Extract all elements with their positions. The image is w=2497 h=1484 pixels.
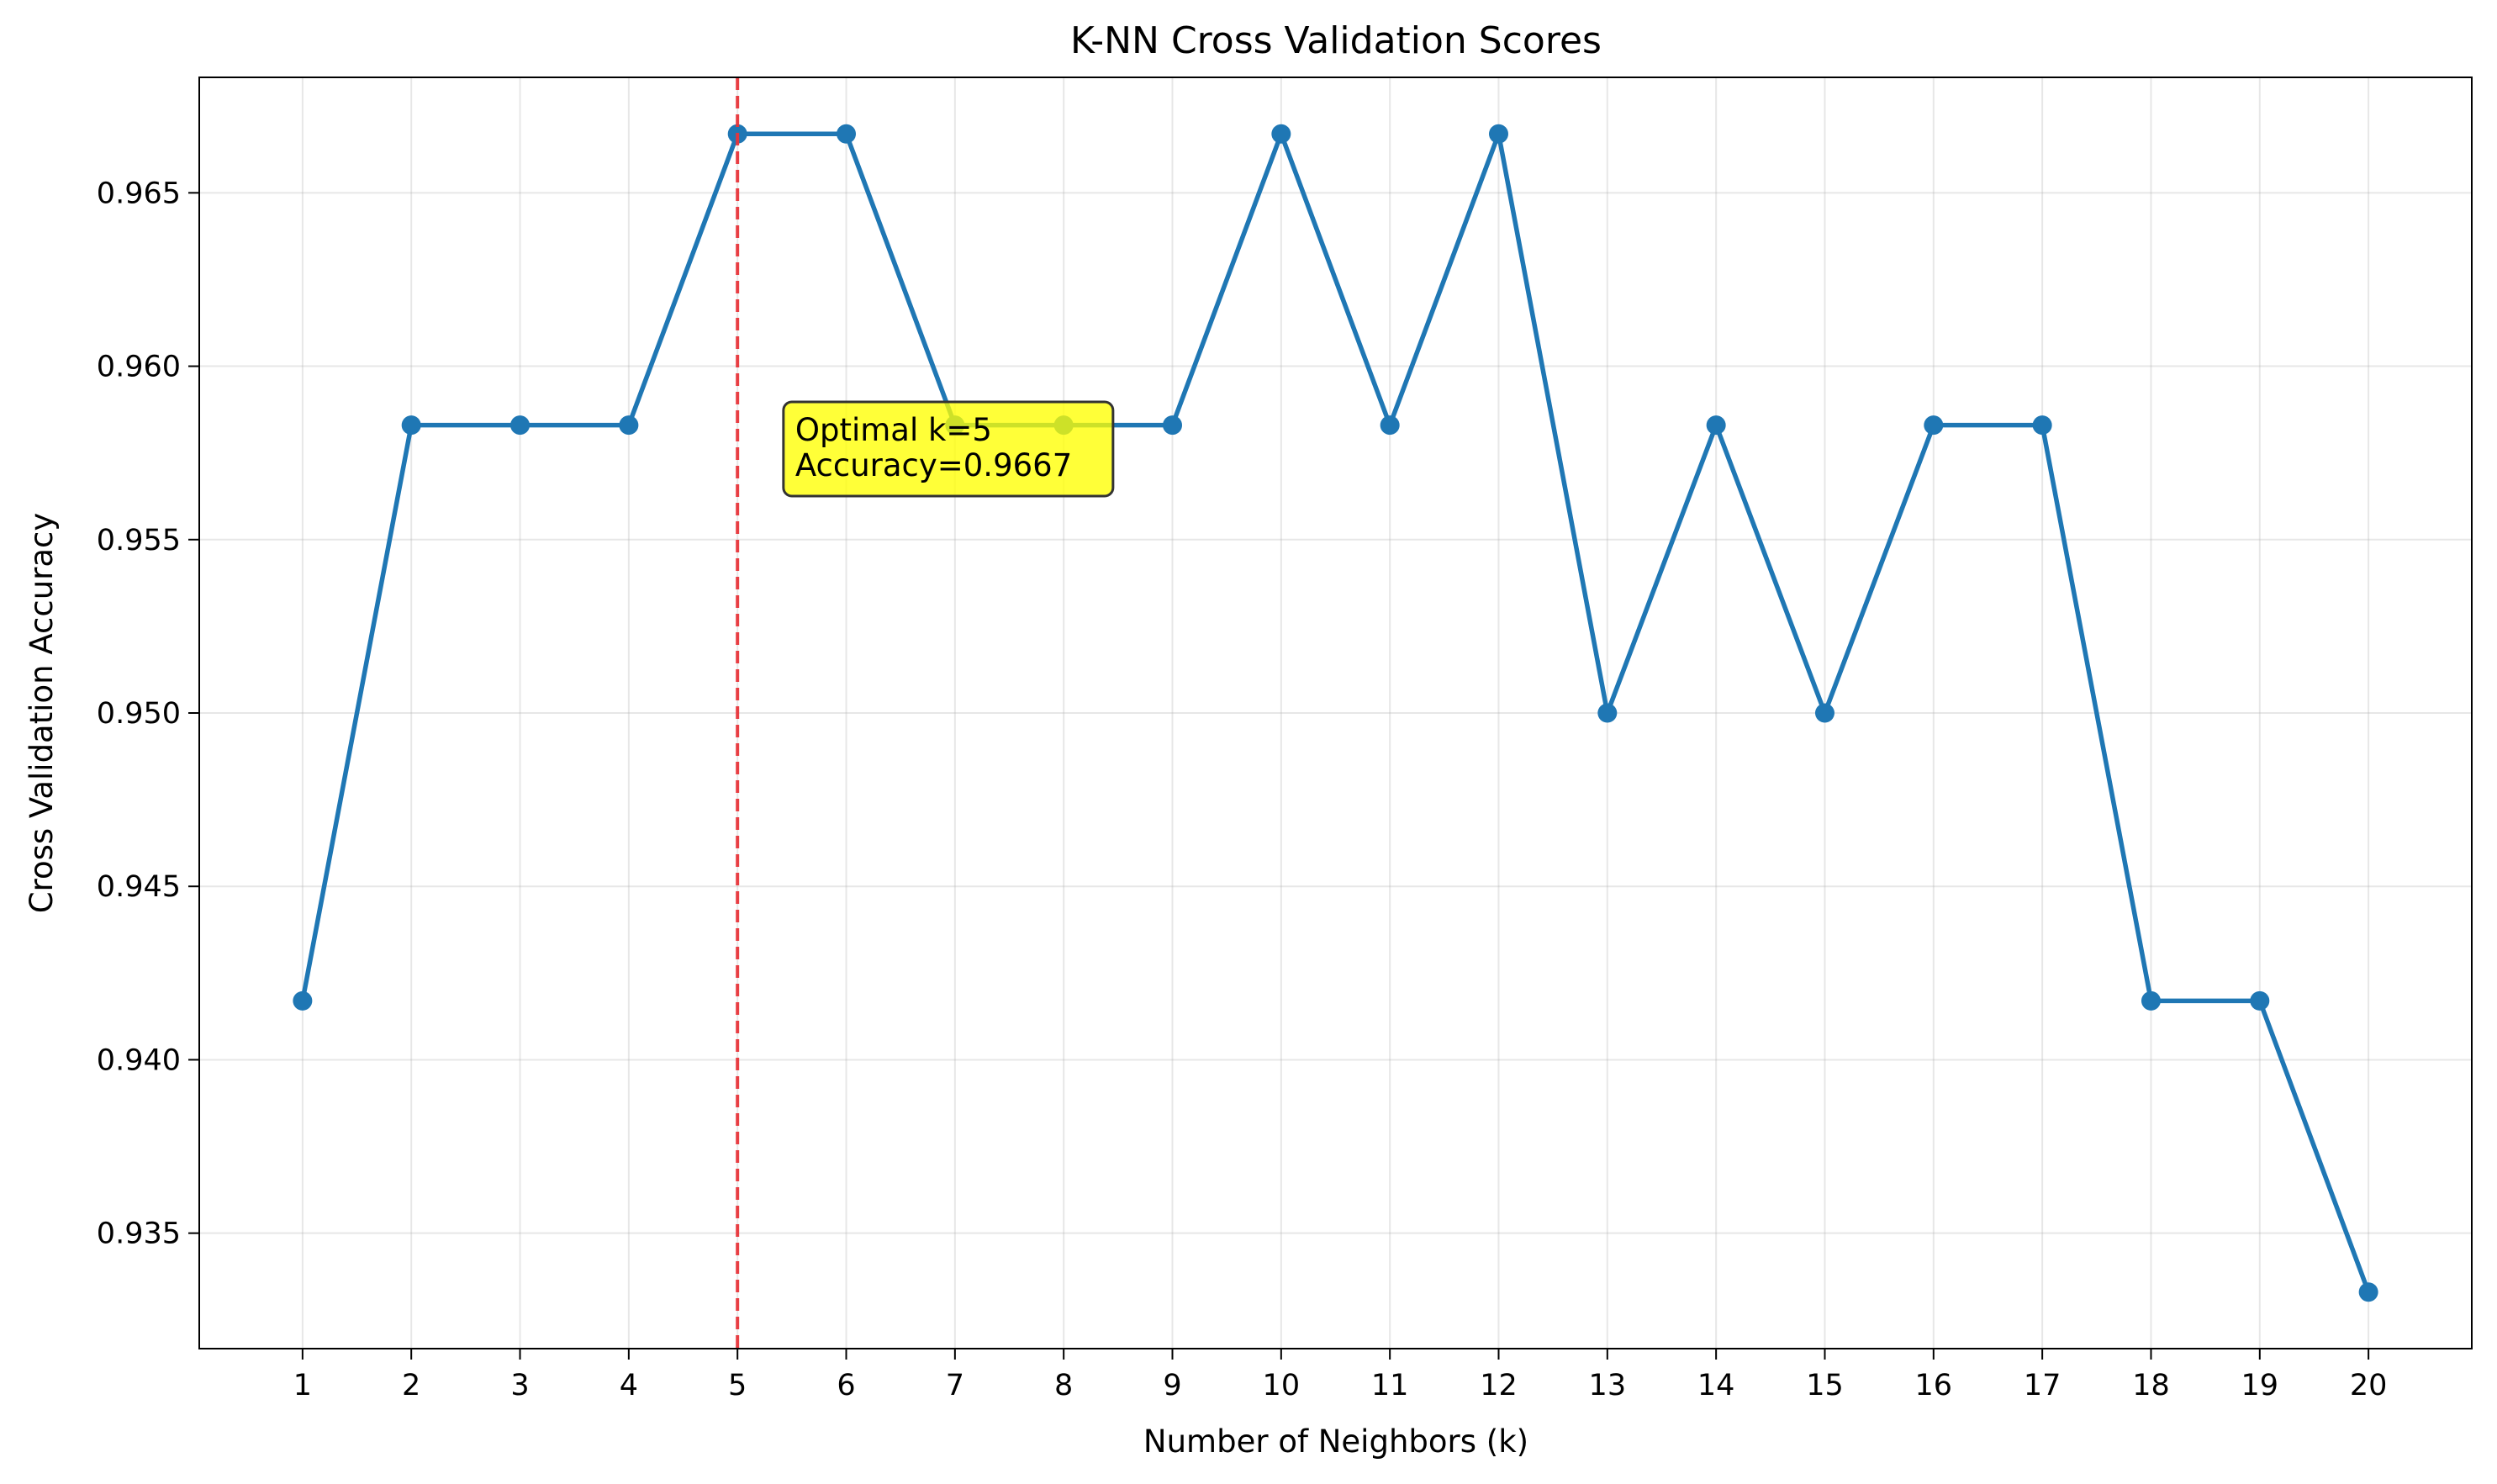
data-point: [1706, 415, 1726, 436]
data-point: [1814, 703, 1834, 723]
x-tick-label: 20: [2350, 1369, 2388, 1402]
axes: 1 2 3 4 5 6 7 8 9 10 11 12 13 14 15 16 17 18 19 200.9350.94…: [97, 177, 2388, 1402]
data-point: [510, 415, 531, 436]
x-tick-label: 8: [1054, 1369, 1073, 1402]
x-tick-label: 9: [1163, 1369, 1181, 1402]
x-tick-label: 14: [1697, 1369, 1735, 1402]
x-tick-label: 13: [1589, 1369, 1627, 1402]
data-point: [2250, 990, 2270, 1011]
data-point: [1924, 415, 1944, 436]
data-point: [2032, 415, 2052, 436]
x-tick-label: 15: [1806, 1369, 1844, 1402]
x-tick-label: 19: [2241, 1369, 2279, 1402]
x-tick-label: 2: [402, 1369, 420, 1402]
data-point: [1597, 703, 1618, 723]
y-tick-label: 0.945: [97, 870, 181, 904]
y-tick-label: 0.935: [97, 1217, 181, 1251]
data-point: [1163, 415, 1183, 436]
data-point: [1271, 124, 1291, 144]
x-tick-label: 1: [293, 1369, 312, 1402]
data-point: [401, 415, 421, 436]
x-tick-label: 3: [510, 1369, 529, 1402]
annotation-box: [782, 400, 1115, 498]
x-tick-label: 10: [1263, 1369, 1301, 1402]
annotation-optimal-k: Optimal k=5: [795, 412, 992, 448]
y-axis-label: Cross Validation Accuracy: [24, 513, 60, 914]
y-tick-label: 0.960: [97, 351, 181, 384]
y-tick-label: 0.950: [97, 697, 181, 731]
data-point: [2141, 990, 2161, 1011]
x-axis-label: Number of Neighbors (k): [1143, 1423, 1528, 1460]
data-point: [293, 990, 313, 1011]
data-point: [619, 415, 639, 436]
y-tick-label: 0.940: [97, 1043, 181, 1077]
y-tick-label: 0.955: [97, 524, 181, 557]
x-tick-label: 12: [1480, 1369, 1518, 1402]
data-point: [1380, 415, 1400, 436]
x-tick-label: 6: [837, 1369, 855, 1402]
data-point: [1488, 124, 1508, 144]
x-tick-label: 16: [1915, 1369, 1953, 1402]
x-tick-label: 17: [2024, 1369, 2061, 1402]
x-tick-label: 18: [2132, 1369, 2170, 1402]
data-point: [2358, 1282, 2378, 1302]
annotation-accuracy: Accuracy=0.9667: [795, 447, 1072, 483]
chart-title: K-NN Cross Validation Scores: [1070, 19, 1602, 62]
series-line: [300, 131, 2371, 1295]
data-point: [837, 124, 857, 144]
x-tick-label: 7: [946, 1369, 964, 1402]
x-tick-label: 5: [728, 1369, 747, 1402]
x-tick-label: 11: [1371, 1369, 1409, 1402]
y-tick-label: 0.965: [97, 177, 181, 210]
x-tick-label: 4: [620, 1369, 638, 1402]
